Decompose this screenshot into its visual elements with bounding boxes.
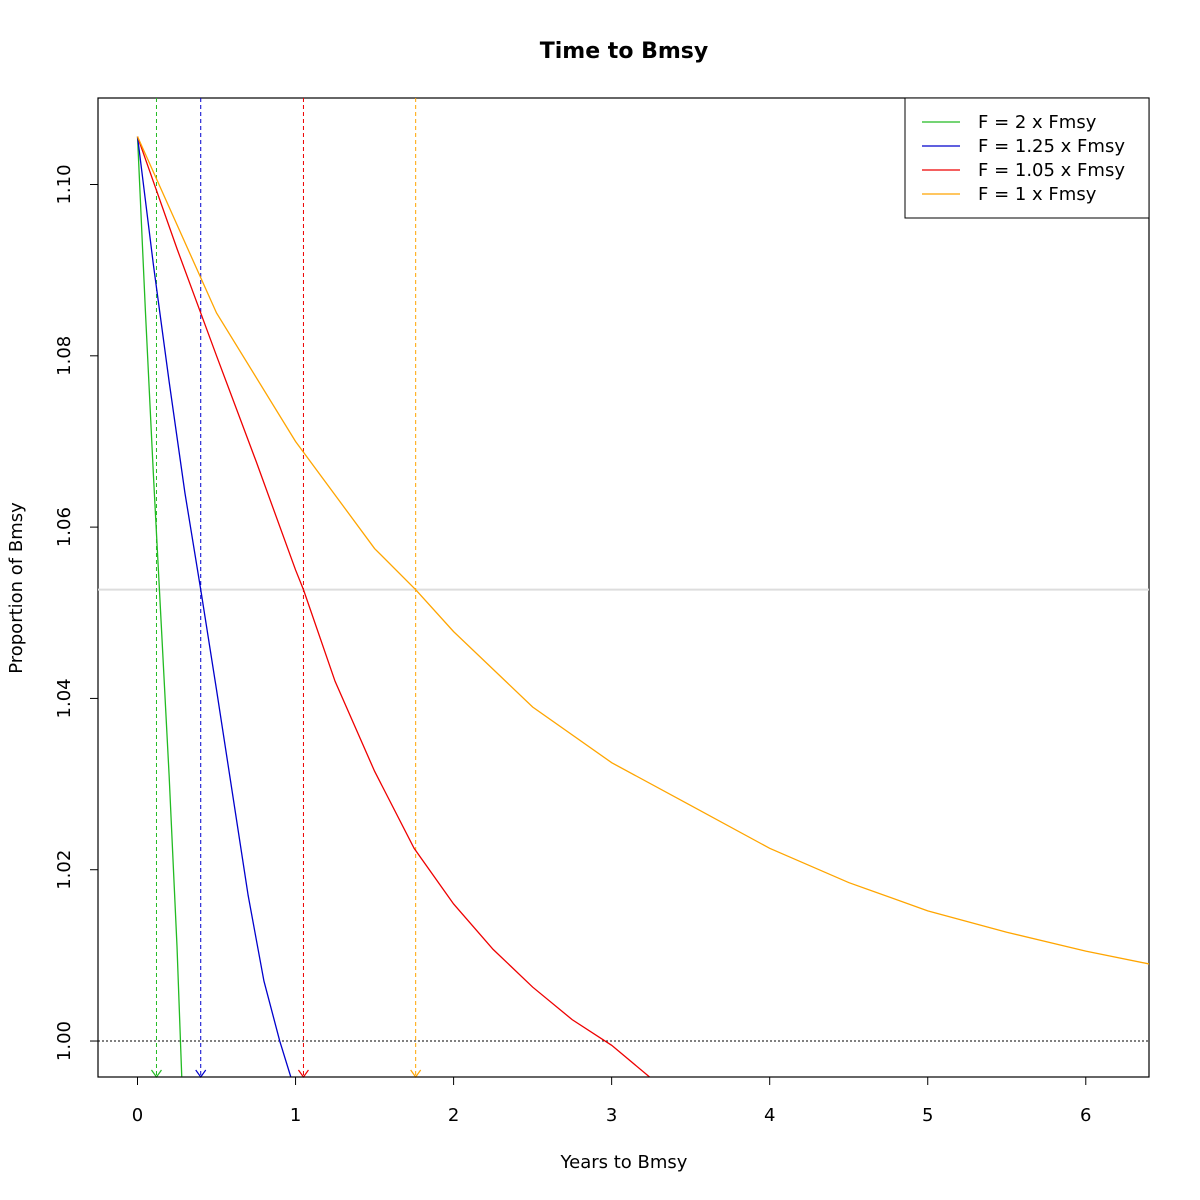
series-line-3 xyxy=(136,136,1149,965)
y-axis-label: Proportion of Bmsy xyxy=(6,502,27,674)
series-line-2 xyxy=(136,136,650,1077)
x-axis: 0 1 2 3 4 5 6 xyxy=(132,1076,1092,1126)
legend-label: F = 1.25 x Fmsy xyxy=(978,136,1125,157)
x-tick-label: 5 xyxy=(922,1105,933,1126)
y-tick-label: 1.00 xyxy=(54,1021,75,1061)
legend-label: F = 2 x Fmsy xyxy=(978,112,1097,133)
chart-title: Time to Bmsy xyxy=(540,39,708,64)
legend-label: F = 1.05 x Fmsy xyxy=(978,160,1125,181)
legend: F = 2 x Fmsy F = 1.25 x Fmsy F = 1.05 x Fm… xyxy=(904,97,1150,219)
x-tick-label: 0 xyxy=(132,1105,143,1126)
x-axis-label: Years to Bmsy xyxy=(560,1152,688,1173)
y-tick-label: 1.08 xyxy=(54,336,75,376)
y-tick-label: 1.10 xyxy=(54,164,75,204)
legend-box xyxy=(904,97,1150,219)
x-tick-label: 4 xyxy=(764,1105,775,1126)
legend-label: F = 1 x Fmsy xyxy=(978,184,1097,205)
y-tick-label: 1.06 xyxy=(54,507,75,547)
y-tick-label: 1.04 xyxy=(54,678,75,718)
y-axis: 1.00 1.02 1.04 1.06 1.08 1.10 xyxy=(54,164,98,1061)
y-tick-label: 1.02 xyxy=(54,850,75,890)
x-tick-label: 6 xyxy=(1080,1105,1091,1126)
series-line-0 xyxy=(136,136,183,1077)
x-tick-label: 2 xyxy=(448,1105,459,1126)
x-tick-label: 1 xyxy=(290,1105,301,1126)
plot-area-border xyxy=(97,97,1150,1078)
series-line-1 xyxy=(136,136,292,1077)
series-lines xyxy=(136,136,1149,1077)
time-markers xyxy=(150,98,422,1079)
x-tick-label: 3 xyxy=(606,1105,617,1126)
